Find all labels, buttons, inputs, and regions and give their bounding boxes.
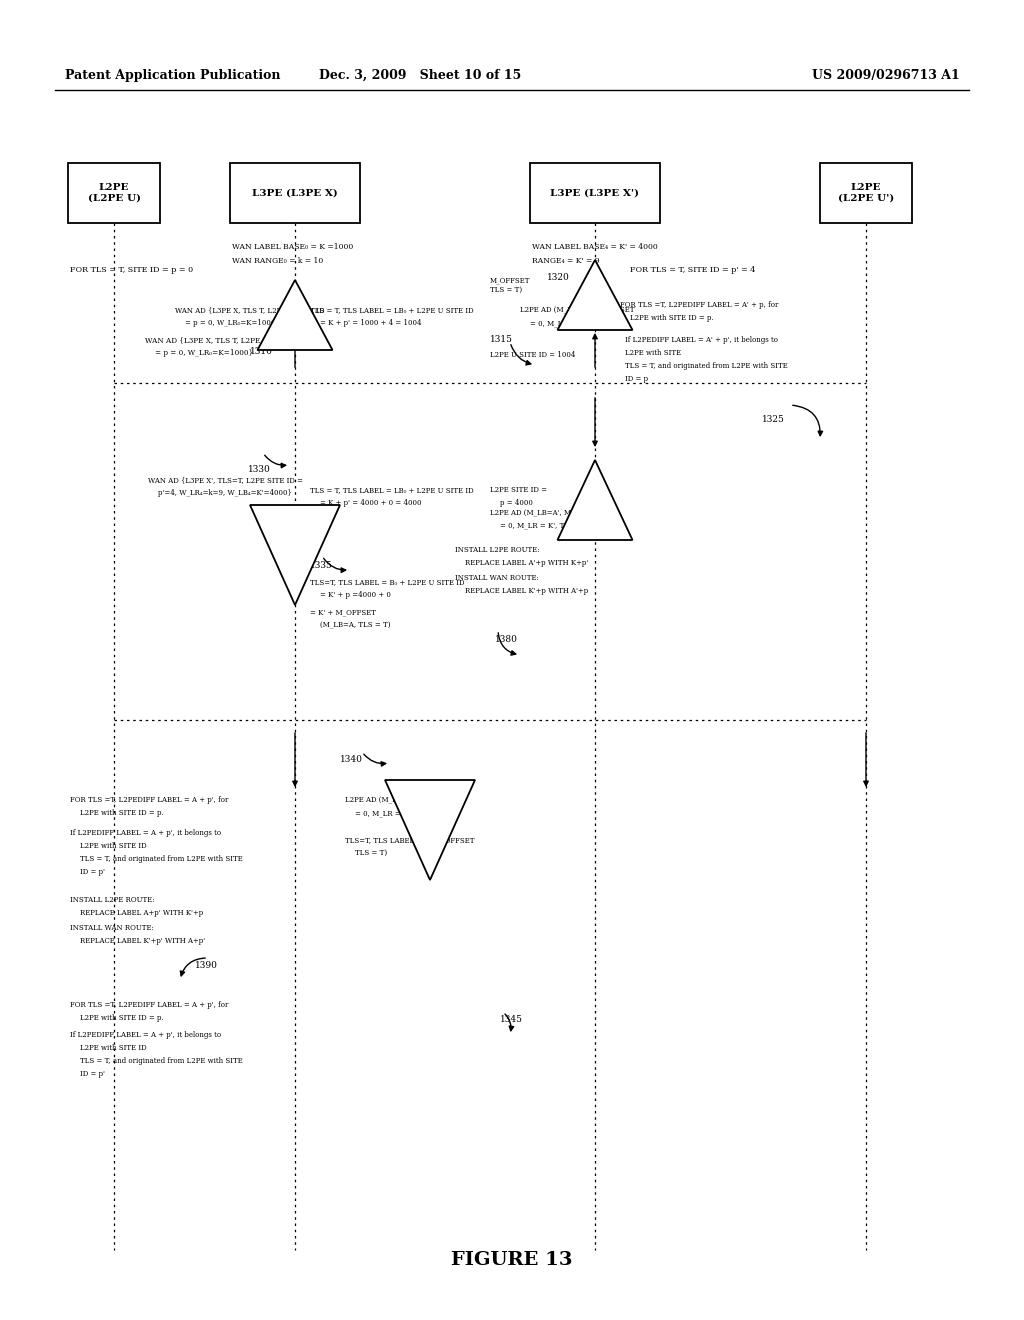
Text: FOR TLS =T, L2PEDIFF LABEL = A + p', for: FOR TLS =T, L2PEDIFF LABEL = A + p', for: [70, 796, 228, 804]
Text: WAN LABEL BASE₀ = K =1000: WAN LABEL BASE₀ = K =1000: [232, 243, 353, 251]
Text: ID = p': ID = p': [80, 1071, 105, 1078]
Text: 1310: 1310: [250, 347, 272, 356]
Polygon shape: [257, 280, 333, 350]
Text: 1315: 1315: [490, 335, 513, 345]
Text: 1390: 1390: [195, 961, 218, 969]
Text: FOR TLS =T, L2PEDIFF LABEL = A' + p, for: FOR TLS =T, L2PEDIFF LABEL = A' + p, for: [620, 301, 778, 309]
Polygon shape: [557, 459, 633, 540]
Text: TLS=T, TLS LABEL = A, M_OFFSET: TLS=T, TLS LABEL = A, M_OFFSET: [345, 836, 474, 843]
Text: US 2009/0296713 A1: US 2009/0296713 A1: [812, 69, 961, 82]
Text: WAN AD {L3PE X, TLS T, L2PE U SITE ID: WAN AD {L3PE X, TLS T, L2PE U SITE ID: [175, 306, 325, 314]
Text: TLS=T, TLS LABEL = B₀ + L2PE U SITE ID: TLS=T, TLS LABEL = B₀ + L2PE U SITE ID: [310, 578, 465, 586]
Text: If L2PEDIFF LABEL = A' + p', it belongs to: If L2PEDIFF LABEL = A' + p', it belongs …: [625, 337, 778, 345]
Text: TLS = T, and originated from L2PE with SITE: TLS = T, and originated from L2PE with S…: [625, 362, 787, 370]
Text: L2PE with SITE ID = p.: L2PE with SITE ID = p.: [80, 1014, 164, 1022]
Text: L3PE (L3PE X'): L3PE (L3PE X'): [551, 189, 640, 198]
Text: WAN RANGE₀ = k = 10: WAN RANGE₀ = k = 10: [232, 257, 324, 265]
Text: = p = 0, W_LR₀=K=1000}: = p = 0, W_LR₀=K=1000}: [155, 348, 253, 356]
Bar: [230, 162, 360, 223]
Text: If L2PEDIFF LABEL = A + p', it belongs to: If L2PEDIFF LABEL = A + p', it belongs t…: [70, 829, 221, 837]
Text: M_OFFSET
TLS = T): M_OFFSET TLS = T): [490, 276, 530, 293]
Text: = K' + p =4000 + 0: = K' + p =4000 + 0: [319, 591, 391, 599]
Text: REPLACE LABEL A+p' WITH K'+p: REPLACE LABEL A+p' WITH K'+p: [80, 909, 203, 917]
Text: TLS = T, and originated from L2PE with SITE: TLS = T, and originated from L2PE with S…: [80, 855, 243, 863]
Text: ID = p': ID = p': [80, 869, 105, 876]
Polygon shape: [250, 506, 340, 605]
Text: L2PE with SITE ID: L2PE with SITE ID: [80, 1044, 146, 1052]
Text: = 0, M_LR = k', TLS = T): = 0, M_LR = k', TLS = T): [530, 319, 621, 327]
Text: 1325: 1325: [762, 416, 784, 425]
Text: = p = 0, W_LR₀=K=1000}: = p = 0, W_LR₀=K=1000}: [185, 319, 280, 327]
Text: 1330: 1330: [248, 466, 270, 474]
Text: FOR TLS = T, SITE ID = p' = 4: FOR TLS = T, SITE ID = p' = 4: [630, 267, 756, 275]
Text: L2PE with SITE ID = p.: L2PE with SITE ID = p.: [630, 314, 714, 322]
Text: 1340: 1340: [340, 755, 362, 764]
Text: ID = p: ID = p: [625, 375, 648, 383]
Text: WAN AD {L3PE X, TLS T, L2PE U SITE ID: WAN AD {L3PE X, TLS T, L2PE U SITE ID: [145, 337, 300, 345]
Text: L2PE
(L2PE U): L2PE (L2PE U): [87, 183, 140, 203]
Text: L2PE
(L2PE U'): L2PE (L2PE U'): [838, 183, 894, 203]
Text: = K + p' = 1000 + 4 = 1004: = K + p' = 1000 + 4 = 1004: [319, 319, 422, 327]
Text: L2PE with SITE ID: L2PE with SITE ID: [80, 842, 146, 850]
Text: RANGE₄ = K' = 9: RANGE₄ = K' = 9: [532, 257, 600, 265]
Text: 1380: 1380: [495, 635, 518, 644]
Text: Dec. 3, 2009   Sheet 10 of 15: Dec. 3, 2009 Sheet 10 of 15: [318, 69, 521, 82]
Text: L2PE AD (M_LB=A', M_OFFSET: L2PE AD (M_LB=A', M_OFFSET: [520, 306, 635, 314]
Text: TLS = T): TLS = T): [355, 849, 387, 857]
Text: L2PE with SITE ID = p.: L2PE with SITE ID = p.: [80, 809, 164, 817]
Text: 1320: 1320: [547, 273, 569, 282]
Bar: [820, 162, 912, 223]
Text: If L2PEDIFF LABEL = A + p', it belongs to: If L2PEDIFF LABEL = A + p', it belongs t…: [70, 1031, 221, 1039]
Text: (M_LB=A, TLS = T): (M_LB=A, TLS = T): [319, 620, 390, 630]
Text: WAN LABEL BASE₄ = K' = 4000: WAN LABEL BASE₄ = K' = 4000: [532, 243, 657, 251]
Text: = 0, M_LR = K', TLS = T): = 0, M_LR = K', TLS = T): [500, 521, 592, 531]
Text: INSTALL WAN ROUTE:: INSTALL WAN ROUTE:: [70, 924, 154, 932]
Polygon shape: [557, 260, 633, 330]
Text: REPLACE LABEL A'+p WITH K+p': REPLACE LABEL A'+p WITH K+p': [465, 558, 588, 568]
Text: REPLACE LABEL K'+p WITH A'+p: REPLACE LABEL K'+p WITH A'+p: [465, 587, 588, 595]
Text: 1345: 1345: [500, 1015, 523, 1024]
Text: L2PE AD (M_LB=A', M_OFFSET: L2PE AD (M_LB=A', M_OFFSET: [490, 510, 604, 517]
Text: L2PE AD (M_LB=A, M_OFFSET: L2PE AD (M_LB=A, M_OFFSET: [345, 796, 458, 804]
Text: REPLACE LABEL K'+p' WITH A+p': REPLACE LABEL K'+p' WITH A+p': [80, 937, 205, 945]
Text: L2PE U SITE ID = 1004: L2PE U SITE ID = 1004: [490, 351, 575, 359]
Text: TLS = T, TLS LABEL = LB₀ + L2PE U SITE ID: TLS = T, TLS LABEL = LB₀ + L2PE U SITE I…: [310, 306, 474, 314]
Text: FOR TLS = T, SITE ID = p = 0: FOR TLS = T, SITE ID = p = 0: [70, 267, 194, 275]
Text: = 0, M_LR = k, TLS = T): = 0, M_LR = k, TLS = T): [355, 809, 443, 817]
Text: L3PE (L3PE X): L3PE (L3PE X): [252, 189, 338, 198]
Text: p'=4, W_LR₄=k=9, W_LB₄=K'=4000}: p'=4, W_LR₄=k=9, W_LB₄=K'=4000}: [158, 488, 292, 498]
Text: L2PE with SITE: L2PE with SITE: [625, 348, 681, 356]
Polygon shape: [385, 780, 475, 880]
Text: TLS = T, and originated from L2PE with SITE: TLS = T, and originated from L2PE with S…: [80, 1057, 243, 1065]
Text: = K' + M_OFFSET: = K' + M_OFFSET: [310, 609, 376, 616]
Text: = K + p' = 4000 + 0 = 4000: = K + p' = 4000 + 0 = 4000: [319, 499, 422, 507]
Text: L2PE SITE ID =: L2PE SITE ID =: [490, 486, 547, 494]
Text: WAN AD {L3PE X', TLS=T, L2PE SITE ID =: WAN AD {L3PE X', TLS=T, L2PE SITE ID =: [148, 477, 303, 484]
Text: FOR TLS =T, L2PEDIFF LABEL = A + p', for: FOR TLS =T, L2PEDIFF LABEL = A + p', for: [70, 1001, 228, 1008]
Text: 1335: 1335: [310, 561, 333, 569]
Text: INSTALL L2PE ROUTE:: INSTALL L2PE ROUTE:: [455, 546, 540, 554]
Text: p = 4000: p = 4000: [500, 499, 532, 507]
Bar: [530, 162, 660, 223]
Text: Patent Application Publication: Patent Application Publication: [65, 69, 281, 82]
Bar: [68, 162, 160, 223]
Text: TLS = T, TLS LABEL = LB₀ + L2PE U SITE ID: TLS = T, TLS LABEL = LB₀ + L2PE U SITE I…: [310, 486, 474, 494]
Text: INSTALL L2PE ROUTE:: INSTALL L2PE ROUTE:: [70, 896, 155, 904]
Text: INSTALL WAN ROUTE:: INSTALL WAN ROUTE:: [455, 574, 539, 582]
Text: FIGURE 13: FIGURE 13: [452, 1251, 572, 1269]
